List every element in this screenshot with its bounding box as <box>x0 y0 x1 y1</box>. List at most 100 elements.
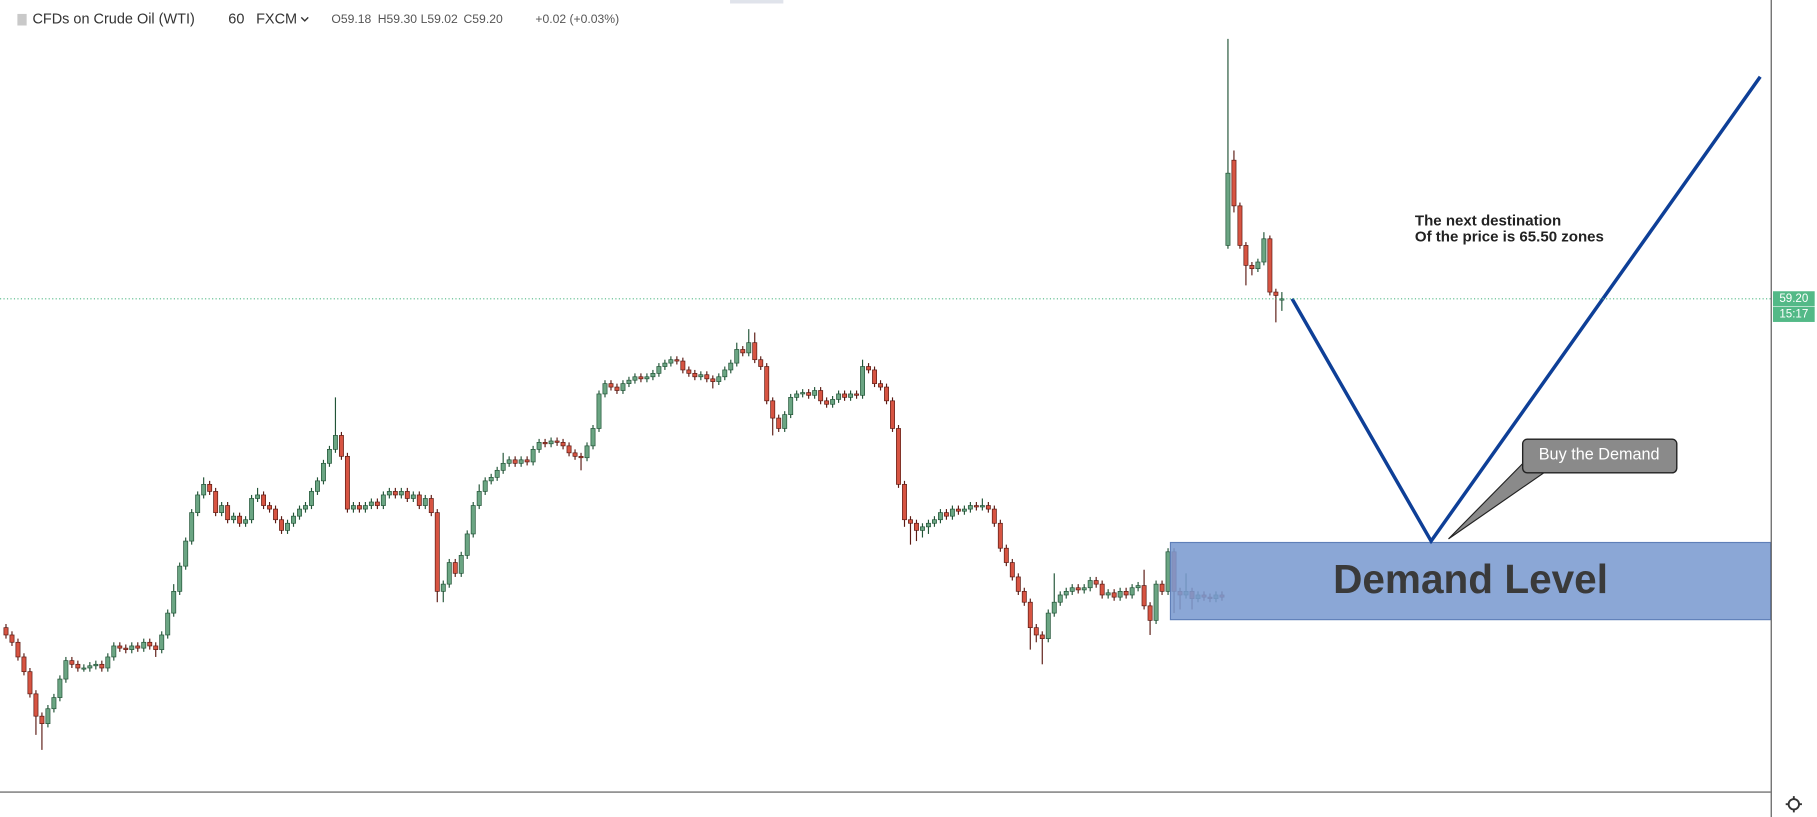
candle-body <box>728 362 734 371</box>
candle-body <box>1069 587 1075 592</box>
candle-body <box>764 366 770 402</box>
candle-body <box>3 627 9 636</box>
candle-body <box>722 369 728 378</box>
candle-body <box>15 641 21 658</box>
candle-body <box>279 519 284 531</box>
candle-body <box>213 491 219 513</box>
candle-body <box>668 359 674 364</box>
candle-body <box>530 449 536 463</box>
candle-body <box>446 562 452 585</box>
candle-body <box>704 374 710 380</box>
candle-body <box>1051 601 1057 614</box>
candle-body <box>153 645 159 650</box>
candle-body <box>159 634 165 650</box>
candle-body <box>45 708 51 724</box>
marks-layer <box>3 38 1285 750</box>
candle-body <box>926 522 931 528</box>
candle-body <box>285 522 290 531</box>
legend-close: C59.20 <box>464 12 503 26</box>
destination-note: The next destination <box>1415 212 1561 229</box>
candle-body <box>1063 591 1069 596</box>
candle-body <box>884 386 889 402</box>
candle-body <box>578 455 584 459</box>
symbol-title[interactable]: CFDs on Crude Oil (WTI) <box>32 12 194 28</box>
candle-body <box>147 641 153 647</box>
source[interactable]: FXCM <box>256 12 297 28</box>
candle-body <box>566 445 572 454</box>
candle-body <box>1231 159 1237 207</box>
candle-body <box>195 494 201 513</box>
candle-body <box>848 393 854 398</box>
symbol-menu-arrow[interactable] <box>300 16 309 22</box>
symbol-icon[interactable] <box>17 13 27 26</box>
candle-body <box>650 373 656 378</box>
candle-body <box>1135 585 1141 589</box>
candle-body <box>949 508 955 517</box>
candle-body <box>908 519 913 524</box>
candle-body <box>57 678 63 698</box>
candle-body <box>1033 627 1039 636</box>
candle-body <box>1105 592 1111 596</box>
candle-body <box>368 501 374 506</box>
candle-body <box>434 512 440 592</box>
candle-body <box>1225 172 1231 246</box>
candle-body <box>117 645 123 649</box>
candle-body <box>207 484 213 492</box>
candle-body <box>1027 601 1033 629</box>
candle-body <box>81 667 87 670</box>
candle-body <box>937 512 943 521</box>
candle-body <box>225 505 231 521</box>
candle-body <box>656 366 662 374</box>
candle-body <box>800 392 806 395</box>
settings-button[interactable] <box>1785 796 1802 813</box>
candle-body <box>506 459 512 464</box>
candle-body <box>955 508 961 512</box>
candle-body <box>1117 591 1123 598</box>
candle-body <box>602 383 608 395</box>
candle-body <box>794 393 800 398</box>
interval[interactable]: 60 <box>228 12 244 28</box>
projection-line <box>1290 75 1762 545</box>
candle-body <box>1141 585 1147 607</box>
candle-body <box>572 452 578 457</box>
legend-change: +0.02 (+0.03%) <box>535 12 619 26</box>
candle-body <box>1021 591 1027 603</box>
candle-body <box>243 519 249 524</box>
candle-body <box>416 494 422 506</box>
candle-body <box>398 491 404 496</box>
candle-body <box>332 435 338 450</box>
candle-body <box>842 393 848 398</box>
candle-body <box>297 508 302 517</box>
candle-body <box>973 505 979 508</box>
candle-body <box>452 562 458 574</box>
destination-note: Of the price is 65.50 zones <box>1415 229 1604 246</box>
candle-body <box>806 392 812 396</box>
candle-body <box>1009 562 1015 578</box>
candle-body <box>548 440 554 445</box>
candle-body <box>404 491 410 499</box>
candle-body <box>165 612 171 636</box>
candle-body <box>758 359 764 367</box>
candle-body <box>123 647 129 650</box>
candle-body <box>410 494 416 499</box>
candle-body <box>1273 291 1279 296</box>
legend-open: O59.18 <box>331 12 371 26</box>
countdown-label: 15:17 <box>1779 308 1808 320</box>
candle-body <box>1111 592 1117 598</box>
settings-icon-teeth[interactable] <box>1785 796 1802 813</box>
candle-body <box>87 665 93 669</box>
candle-body <box>896 428 901 485</box>
candle-body <box>1279 298 1285 301</box>
candle-body <box>554 440 560 443</box>
overlay-layer: Demand Level 59.20 15:17 <box>0 75 1815 621</box>
candle-body <box>608 383 614 388</box>
candle-body <box>183 540 189 567</box>
candle-body <box>686 369 692 374</box>
candle-body <box>374 501 380 506</box>
candle-body <box>878 383 883 388</box>
candle-body <box>177 565 183 592</box>
candle-body <box>189 512 195 542</box>
